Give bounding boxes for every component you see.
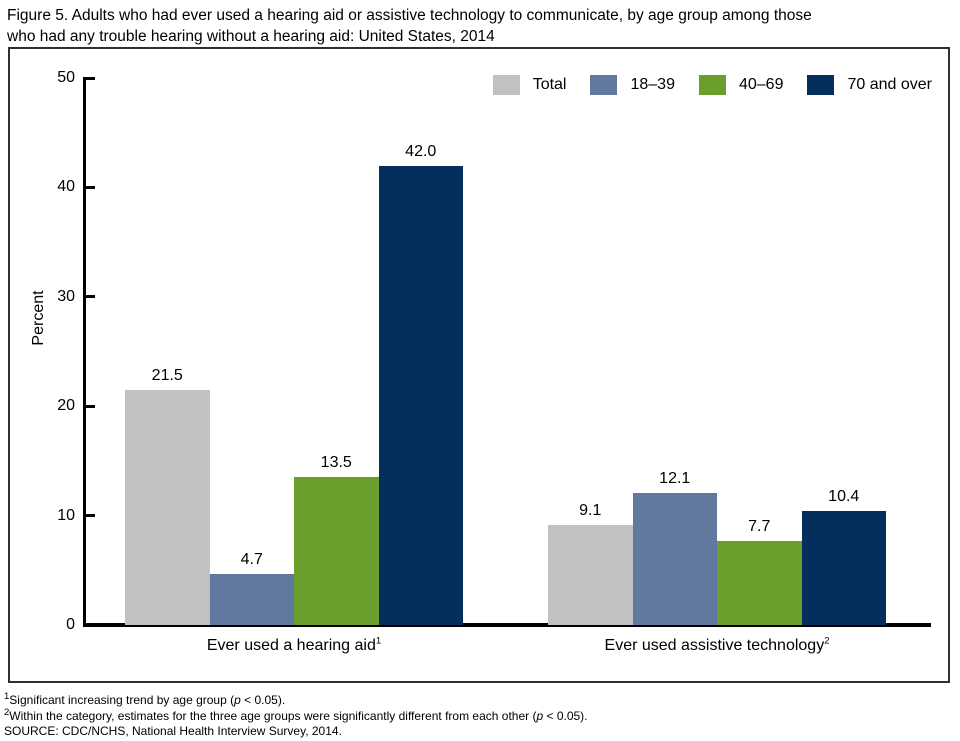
legend-swatch xyxy=(698,75,726,95)
y-tick-label: 50 xyxy=(57,69,75,86)
y-tick-mark xyxy=(83,404,95,408)
bar-value-label: 10.4 xyxy=(828,488,860,506)
legend-item: 70 and over xyxy=(807,75,932,95)
category-label: Ever used assistive technology2 xyxy=(604,635,830,654)
bar xyxy=(801,511,886,625)
chart-frame: Total 18–39 40–69 70 and over Percent 0 10 20… xyxy=(8,47,950,683)
bar-value-label: 12.1 xyxy=(659,469,691,487)
bar xyxy=(294,477,379,625)
figure-title-line2: who had any trouble hearing without a he… xyxy=(7,28,495,45)
bar-value-label: 21.5 xyxy=(151,366,183,384)
x-axis-line xyxy=(83,623,931,627)
y-tick-mark xyxy=(83,185,95,189)
bar xyxy=(548,525,633,625)
footnote-superscript: 1 xyxy=(4,691,10,702)
y-tick-label: 0 xyxy=(66,616,75,633)
y-tick-mark xyxy=(83,295,95,299)
footnote-line: 2Within the category, estimates for the … xyxy=(4,706,588,723)
bar-value-label: 7.7 xyxy=(748,517,771,535)
bar xyxy=(209,573,294,625)
y-tick-mark xyxy=(83,76,95,80)
footnotes: 1Significant increasing trend by age gro… xyxy=(4,691,954,740)
bar-value-label: 9.1 xyxy=(579,502,602,520)
footnote-line: SOURCE: CDC/NCHS, National Health Interv… xyxy=(4,724,342,738)
legend-label: 40–69 xyxy=(738,76,784,93)
y-axis-line xyxy=(83,76,86,627)
category-label-superscript: 1 xyxy=(375,635,382,647)
legend-label: 70 and over xyxy=(847,76,932,93)
legend-item: 18–39 xyxy=(590,75,675,95)
legend-item: Total xyxy=(492,75,567,95)
y-tick-label: 40 xyxy=(57,178,75,196)
bar-value-label: 4.7 xyxy=(240,550,263,568)
y-tick-mark xyxy=(83,514,95,518)
footnote-line: 1Significant increasing trend by age gro… xyxy=(4,691,286,707)
y-tick-label: 10 xyxy=(57,506,75,524)
legend-label: Total xyxy=(532,76,567,93)
category-label-superscript: 2 xyxy=(824,635,830,647)
category-label: Ever used a hearing aid1 xyxy=(206,635,382,654)
legend: Total 18–39 40–69 70 and over xyxy=(492,75,932,95)
legend-swatch xyxy=(807,75,835,95)
y-tick-label: 20 xyxy=(57,397,75,415)
figure-title-line1: Figure 5. Adults who had ever used a hea… xyxy=(7,7,812,24)
bar-value-label: 13.5 xyxy=(320,454,352,472)
legend-label: 18–39 xyxy=(630,76,675,93)
bar-value-label: 42.0 xyxy=(405,142,437,160)
footnote-superscript: 2 xyxy=(4,706,10,718)
bar xyxy=(717,540,802,625)
figure-title: Figure 5. Adults who had ever used a hea… xyxy=(7,5,955,47)
bar xyxy=(632,492,717,625)
legend-item: 40–69 xyxy=(698,75,784,95)
bar xyxy=(378,165,463,625)
italic-p: p xyxy=(536,708,544,723)
legend-swatch xyxy=(590,75,618,95)
bar xyxy=(125,389,210,625)
legend-swatch xyxy=(492,75,520,95)
y-tick-label: 30 xyxy=(57,287,75,305)
italic-p: p xyxy=(234,693,241,707)
